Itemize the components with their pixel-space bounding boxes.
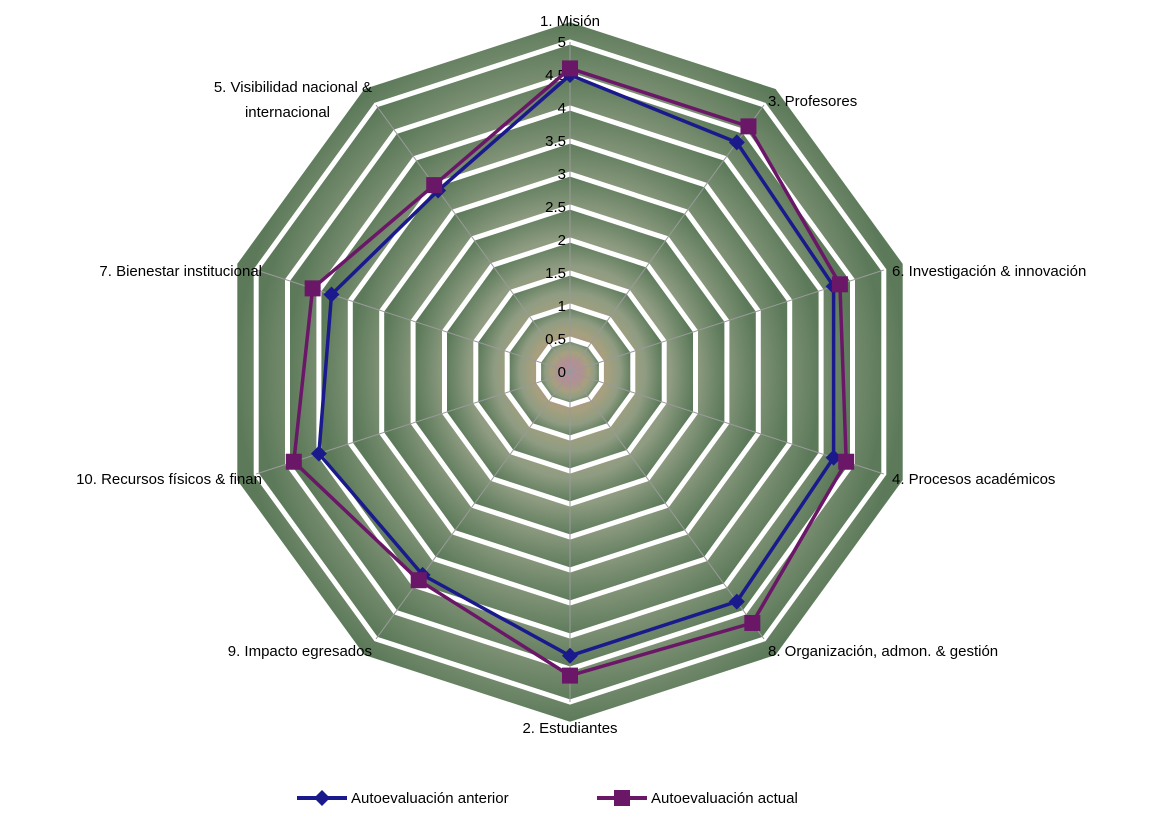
spoke-7 [375, 371, 571, 640]
data-point [831, 276, 848, 293]
tick-label: 0 [558, 364, 566, 381]
category-label: 3. Profesores [768, 93, 857, 110]
data-point [728, 593, 745, 610]
data-point [740, 118, 757, 135]
tick-label: 1.5 [545, 265, 566, 282]
data-point [310, 445, 327, 462]
series-2 [285, 60, 855, 684]
data-point [323, 286, 340, 303]
tick-label: 0.5 [545, 331, 566, 348]
data-point [562, 667, 578, 684]
category-label: 7. Bienestar institucional [99, 263, 262, 280]
tick-label: 4.5 [545, 67, 566, 84]
category-labels: 1. Misión 3. Profesores 6. Investigación &… [76, 13, 1086, 737]
data-point [728, 134, 745, 151]
tick-label: 3.5 [545, 133, 566, 150]
series-layer [285, 60, 855, 684]
legend-item-1: Autoevaluación anterior [297, 790, 509, 807]
data-point [838, 453, 855, 470]
legend-marker [314, 790, 330, 806]
tick-label: 2.5 [545, 199, 566, 216]
grid-spokes [255, 42, 885, 702]
data-point [744, 614, 761, 631]
data-point [285, 453, 302, 470]
spoke-10 [375, 104, 571, 373]
category-label: 10. Recursos físicos & finan [76, 471, 262, 488]
tick-label: 3 [558, 166, 566, 183]
data-point [825, 449, 842, 466]
category-label: 8. Organización, admon. & gestión [768, 643, 998, 660]
category-label: 5. Visibilidad nacional & internacional [214, 79, 372, 121]
data-point [426, 177, 443, 194]
legend-marker [614, 790, 630, 806]
spoke-2 [569, 104, 765, 373]
spoke-8 [255, 371, 571, 475]
tick-label: 1 [558, 298, 566, 315]
tick-label: 5 [558, 34, 566, 51]
category-label: 2. Estudiantes [522, 720, 617, 737]
category-label: 6. Investigación & innovación [892, 263, 1086, 280]
category-label: 4. Procesos académicos [892, 471, 1055, 488]
spoke-5 [569, 371, 765, 640]
category-label: 9. Impacto egresados [228, 643, 372, 660]
tick-label: 4 [558, 100, 566, 117]
data-point [562, 647, 578, 664]
radial-tick-labels: 0 0.5 1 1.5 2 2.5 3 3.5 4 4.5 5 [545, 34, 566, 381]
legend-label: Autoevaluación actual [651, 790, 798, 807]
legend-label: Autoevaluación anterior [351, 790, 509, 807]
data-point [304, 280, 321, 297]
category-label: 1. Misión [540, 13, 600, 30]
data-point [562, 60, 578, 77]
legend: Autoevaluación anterior Autoevaluación ac… [297, 790, 798, 807]
legend-item-2: Autoevaluación actual [597, 790, 798, 807]
data-point [410, 572, 427, 589]
tick-label: 2 [558, 232, 566, 249]
